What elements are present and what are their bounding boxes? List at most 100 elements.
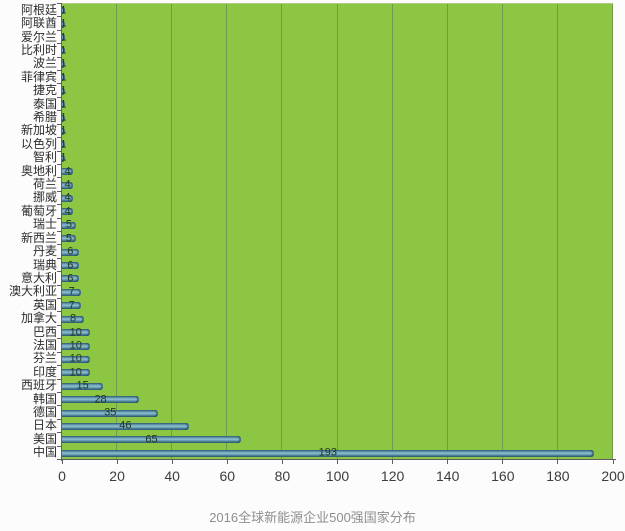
bar-新加坡: [62, 127, 65, 135]
y-axis-tick: [57, 218, 61, 219]
x-tick-label: 200: [601, 468, 625, 484]
bar-印度: [62, 369, 90, 377]
y-axis-tick: [57, 285, 61, 286]
bar-以色列: [62, 141, 65, 149]
gridline: [116, 4, 118, 460]
category-label: 德国: [32, 405, 57, 420]
bar-value-label: 1: [60, 151, 67, 164]
bar-value-label: 8: [69, 312, 77, 325]
x-tick-label: 100: [325, 468, 350, 484]
category-label: 澳大利亚: [8, 284, 57, 299]
gridline: [501, 4, 503, 460]
bar-中国: [62, 449, 594, 457]
bar-value-label: 7: [68, 299, 75, 312]
category-label: 加拿大: [20, 311, 57, 326]
y-axis-tick: [57, 83, 61, 84]
bar-value-label: 1: [60, 44, 67, 57]
bar-value-label: 1: [60, 84, 67, 97]
bar-value-label: 4: [64, 205, 71, 218]
gridline: [556, 4, 558, 460]
bar-value-label: 6: [67, 272, 74, 285]
bar-德国: [62, 409, 159, 417]
category-label: 智利: [32, 150, 57, 165]
bar-阿根廷: [62, 7, 65, 15]
bar-value-label: 6: [67, 259, 74, 272]
y-axis-tick: [57, 177, 61, 178]
x-tick-label: 20: [109, 468, 125, 484]
bar-瑞典: [62, 262, 79, 270]
category-label: 韩国: [32, 391, 57, 406]
bar-加拿大: [62, 315, 85, 323]
bar-value-label: 4: [64, 165, 71, 178]
y-axis-tick: [57, 325, 61, 326]
x-axis-tick: [557, 460, 559, 464]
y-axis-tick: [57, 137, 61, 138]
bar-value-label: 10: [69, 326, 82, 339]
bar-芬兰: [62, 355, 90, 363]
y-axis-tick: [57, 459, 61, 460]
y-axis-tick: [57, 57, 61, 58]
bar-value-label: 1: [60, 4, 67, 17]
bar-value-label: 35: [104, 406, 117, 419]
category-label: 新西兰: [20, 230, 57, 245]
gridline: [336, 4, 338, 460]
bar-value-label: 1: [60, 31, 67, 44]
category-label: 新加坡: [20, 123, 57, 138]
bar-巴西: [62, 329, 90, 337]
category-label: 以色列: [20, 136, 57, 151]
category-label: 芬兰: [32, 351, 57, 366]
y-axis-tick: [57, 3, 61, 4]
x-tick-label: 160: [491, 468, 515, 484]
bar-value-label: 10: [69, 366, 82, 379]
bar-value-label: 10: [69, 352, 82, 365]
bar-value-label: 6: [67, 245, 74, 258]
bar-新西兰: [62, 235, 76, 243]
x-tick-label: 80: [274, 468, 291, 484]
plot-area: 1 1 1 1 1 1 1 1 1 1 1 1 4 4 4 4 5 5 6 6 6 7 7 8 10 10 10 10 15 28 35 46…: [60, 3, 613, 460]
bar-荷兰: [62, 181, 74, 189]
category-label: 日本: [32, 418, 57, 433]
category-label: 荷兰: [32, 177, 57, 192]
y-axis-tick: [57, 419, 61, 420]
category-label: 挪威: [32, 190, 57, 205]
bar-丹麦: [62, 248, 79, 256]
bar-英国: [62, 302, 82, 310]
category-label: 波兰: [32, 56, 57, 71]
y-axis-tick: [57, 30, 61, 31]
x-axis-tick: [447, 460, 449, 464]
category-label: 爱尔兰: [20, 29, 57, 44]
x-tick-label: 180: [546, 468, 570, 484]
bar-value-label: 1: [60, 111, 67, 124]
bar-value-label: 7: [68, 285, 75, 298]
bar-阿联酋: [62, 20, 65, 28]
x-axis-tick: [171, 460, 173, 464]
bar-value-label: 4: [64, 178, 71, 191]
y-axis-tick: [57, 379, 61, 380]
bar-value-label: 1: [60, 138, 67, 151]
y-axis-tick: [57, 191, 61, 192]
y-axis-tick: [57, 151, 61, 152]
bar-value-label: 4: [64, 191, 71, 204]
bar-value-label: 1: [60, 17, 67, 30]
category-label: 西班牙: [20, 378, 57, 393]
y-axis-tick: [57, 392, 61, 393]
bar-value-label: 65: [145, 433, 158, 446]
y-axis-tick: [57, 311, 61, 312]
category-label: 瑞士: [32, 217, 57, 232]
gridline: [391, 4, 393, 460]
gridline: [446, 4, 448, 460]
x-axis-line: [57, 459, 616, 460]
bar-比利时: [62, 47, 65, 55]
category-label: 丹麦: [32, 244, 57, 259]
bar-value-label: 1: [60, 98, 67, 111]
x-tick-label: 40: [164, 468, 180, 484]
y-axis-tick: [57, 244, 61, 245]
bar-意大利: [62, 275, 79, 283]
bar-法国: [62, 342, 90, 350]
bar-韩国: [62, 396, 140, 404]
category-label: 印度: [32, 364, 57, 379]
x-axis-tick: [116, 460, 118, 464]
x-axis-tick: [61, 460, 63, 464]
bar-value-label: 1: [60, 71, 67, 84]
